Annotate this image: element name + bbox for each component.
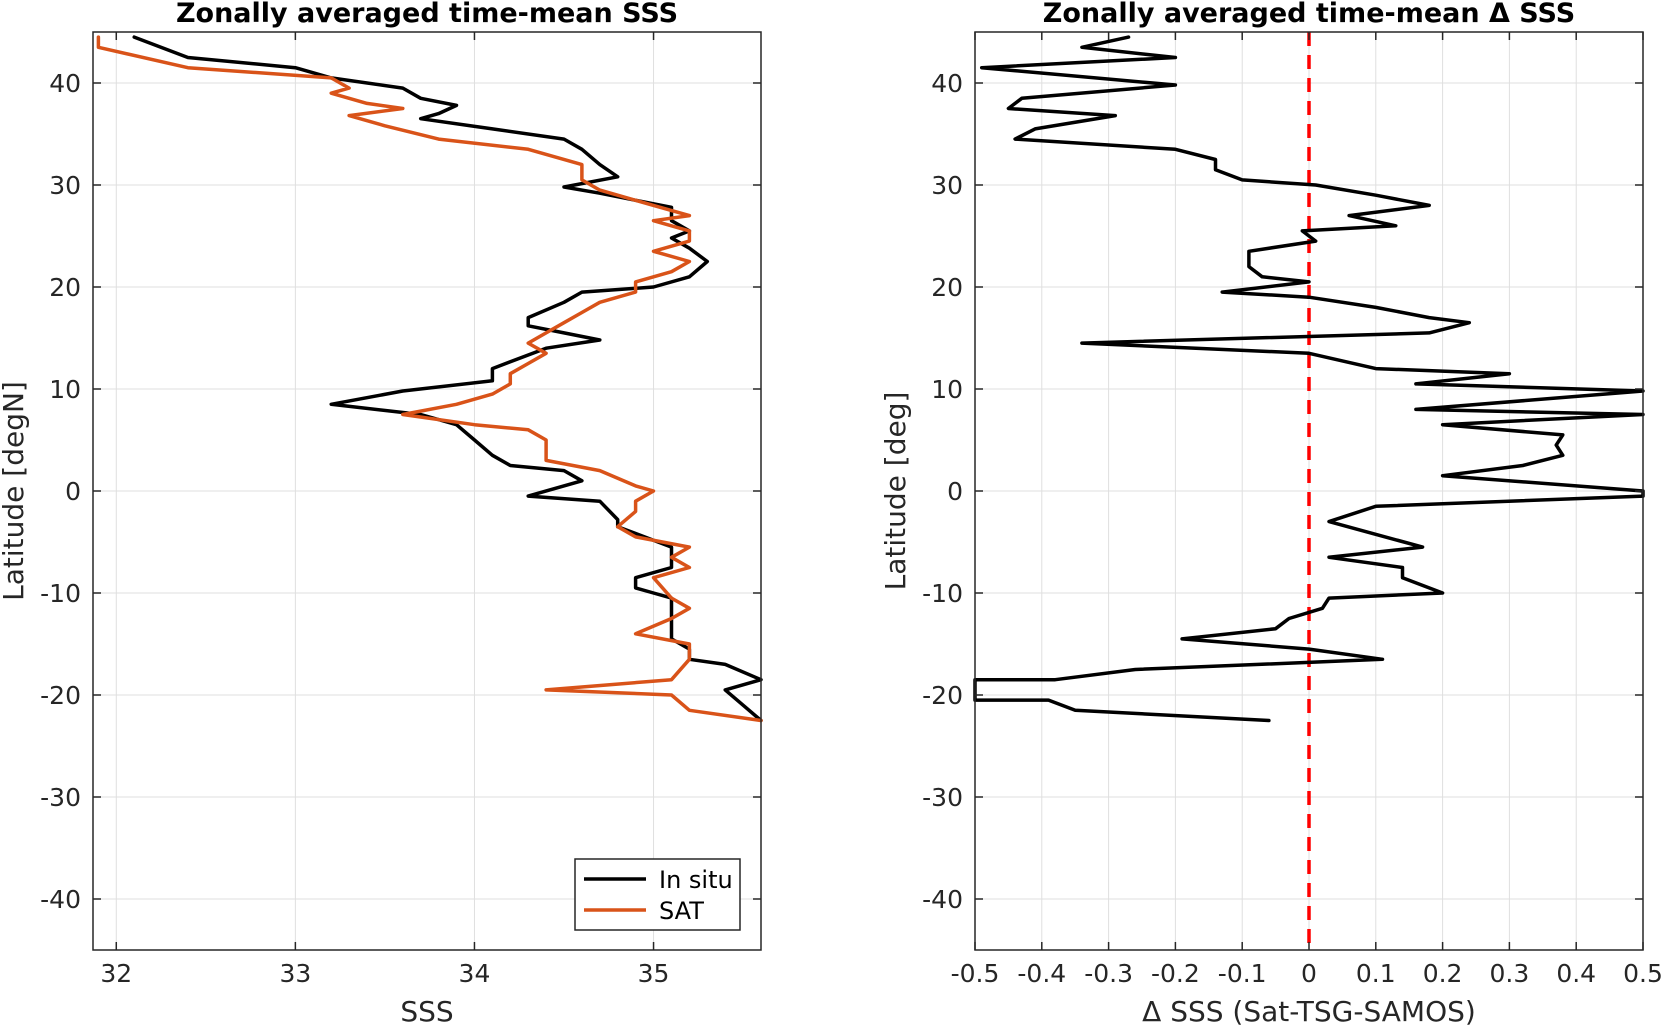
series-lines-left	[96, 35, 763, 723]
x-tick-label: -0.5	[951, 959, 1000, 988]
legend-box	[574, 858, 741, 931]
delta-sss-panel: -0.5 -0.4 -0.3 -0.2 -0.1 0 0.1 0.2 0.3 0.4 0.5 -40 -…	[879, 0, 1661, 1025]
y-tick-label: 10	[49, 375, 81, 404]
x-tick-label: 0.5	[1623, 959, 1661, 988]
series-line-in-situ	[132, 35, 763, 723]
y-tick-label: 40	[931, 69, 963, 98]
legend-label-sat: SAT	[659, 897, 704, 925]
ylabel-left: Latitude [degN]	[0, 381, 30, 601]
xlabel-left: SSS	[400, 995, 453, 1025]
x-tick-label: 0.1	[1356, 959, 1396, 988]
y-tick-label: 10	[931, 375, 963, 404]
x-tick-label: -0.4	[1017, 959, 1066, 988]
series-lines-right	[973, 35, 1645, 723]
xlabel-right: Δ SSS (Sat-TSG-SAMOS)	[1142, 995, 1476, 1025]
y-tick-label: -20	[40, 681, 81, 710]
y-tick-label: 40	[49, 69, 81, 98]
x-tick-label: 0.2	[1423, 959, 1463, 988]
ticks-left: 32 33 34 35 -40 -30 -20 -10 0 10 20 30 40	[40, 32, 761, 988]
x-tick-label: 35	[638, 959, 670, 988]
y-tick-label: 20	[931, 273, 963, 302]
x-tick-label: 33	[279, 959, 311, 988]
x-tick-label: 0.3	[1490, 959, 1530, 988]
x-tick-label: 0.4	[1556, 959, 1596, 988]
x-tick-label: 0	[1301, 959, 1317, 988]
y-tick-label: -40	[922, 885, 963, 914]
y-tick-label: 0	[65, 477, 81, 506]
series-line-delta-sss	[973, 35, 1645, 723]
x-tick-label: -0.2	[1151, 959, 1200, 988]
series-line-sat	[96, 35, 763, 723]
legend-label-in-situ: In situ	[659, 866, 733, 894]
y-tick-label: 30	[931, 171, 963, 200]
y-tick-label: -10	[922, 579, 963, 608]
y-tick-label: 0	[947, 477, 963, 506]
y-tick-label: 30	[49, 171, 81, 200]
y-tick-label: -30	[40, 783, 81, 812]
x-tick-label: -0.1	[1218, 959, 1267, 988]
y-tick-label: -20	[922, 681, 963, 710]
x-tick-label: -0.3	[1084, 959, 1133, 988]
x-tick-label: 34	[459, 959, 491, 988]
ylabel-right: Latitude [deg]	[879, 392, 912, 591]
y-tick-label: -40	[40, 885, 81, 914]
title-right: Zonally averaged time-mean Δ SSS	[1043, 0, 1575, 29]
legend: In situ SAT	[574, 858, 741, 931]
x-tick-label: 32	[100, 959, 132, 988]
y-tick-label: -30	[922, 783, 963, 812]
y-tick-label: -10	[40, 579, 81, 608]
sss-panel: 32 33 34 35 -40 -30 -20 -10 0 10 20 30 40 Zonally av…	[0, 0, 763, 1025]
y-tick-label: 20	[49, 273, 81, 302]
ticks-right: -0.5 -0.4 -0.3 -0.2 -0.1 0 0.1 0.2 0.3 0.4 0.5 -40 -…	[922, 32, 1661, 988]
title-left: Zonally averaged time-mean SSS	[176, 0, 678, 29]
